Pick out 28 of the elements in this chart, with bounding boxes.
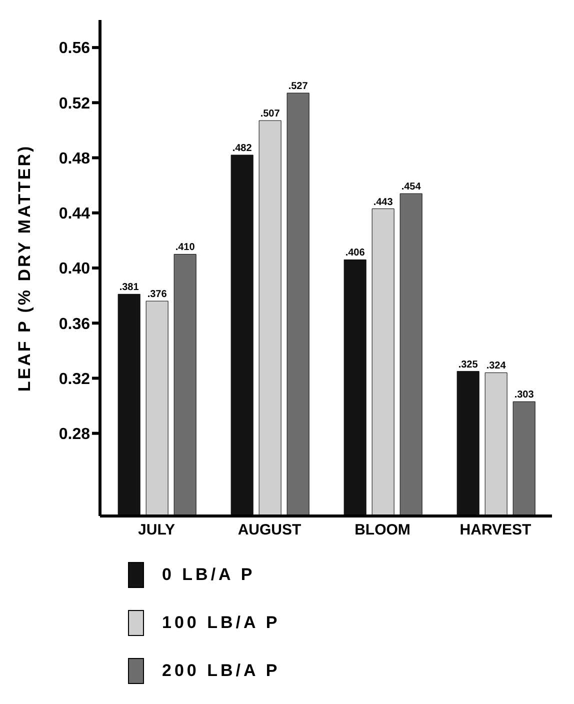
y-tick-label: 0.52 (58, 95, 90, 112)
y-tick-label: 0.32 (58, 370, 90, 388)
data-label: .410 (175, 242, 196, 254)
y-tick-label: 0.40 (58, 260, 90, 278)
x-tick-label: JULY (138, 522, 175, 539)
data-label: .324 (486, 360, 506, 372)
y-tick-label: 0.44 (58, 206, 90, 223)
x-tick-label: HARVEST (460, 522, 532, 539)
data-label: .406 (345, 248, 366, 259)
y-tick-label: 0.36 (58, 316, 90, 333)
data-label: .454 (401, 182, 422, 193)
legend-label: 0 LB/A P (162, 565, 256, 585)
y-tick-label: 0.48 (58, 150, 90, 168)
x-tick-label: BLOOM (354, 522, 410, 539)
data-label: .527 (288, 81, 308, 92)
y-tick-label: 0.56 (58, 40, 90, 58)
legend-label: 100 LB/A P (162, 613, 280, 633)
y-tick-label: 0.28 (58, 426, 90, 444)
data-label: .325 (458, 359, 478, 370)
legend-label: 200 LB/A P (162, 661, 280, 681)
data-label: .303 (514, 390, 534, 401)
x-tick-label: AUGUST (238, 522, 302, 539)
data-label: .381 (119, 282, 140, 294)
data-label: .376 (147, 289, 168, 300)
data-label: .482 (232, 143, 252, 154)
y-axis-title: LEAF P (% DRY MATTER) (15, 144, 34, 392)
data-label: .507 (260, 108, 280, 120)
data-label: .443 (373, 196, 394, 208)
